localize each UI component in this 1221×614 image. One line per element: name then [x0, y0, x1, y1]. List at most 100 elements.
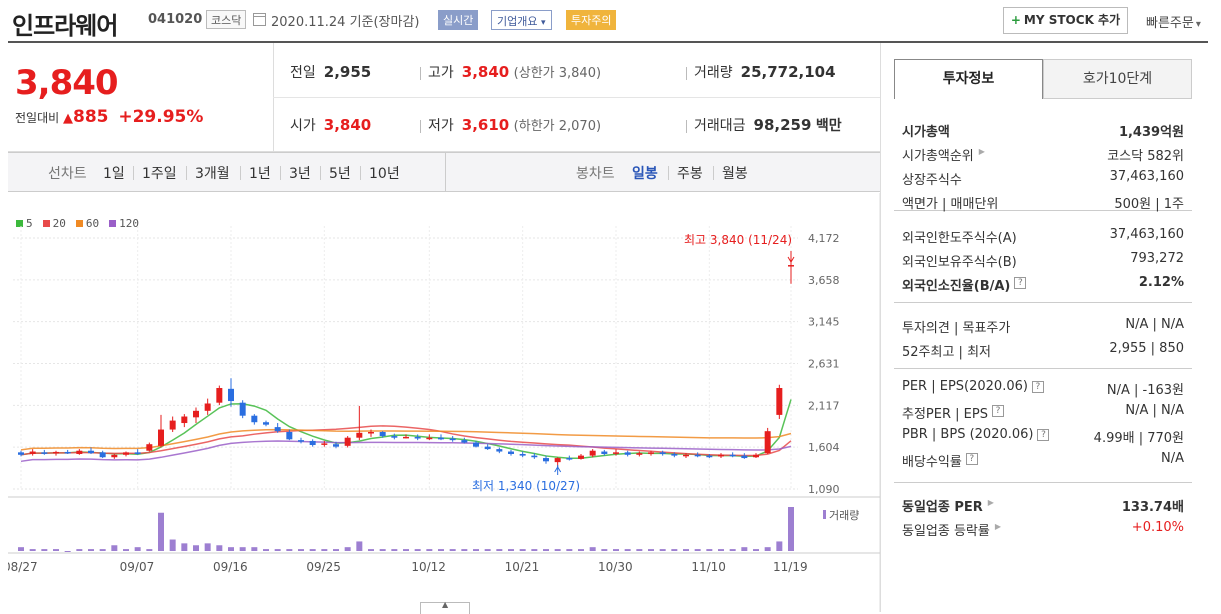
candle-body: [531, 455, 538, 458]
info-value: 133.74배: [1121, 500, 1184, 515]
volume-bar: [613, 549, 619, 551]
candle-body: [134, 452, 141, 454]
volume-bar: [519, 549, 526, 551]
volume-label: 거래량: [694, 65, 733, 81]
volume-bar: [706, 549, 713, 551]
market-badge: 코스닥: [206, 10, 247, 29]
candle-body: [239, 402, 246, 416]
candle-body: [344, 437, 351, 446]
volume-bar: [204, 543, 211, 551]
candle-body: [99, 452, 106, 458]
candle-body: [403, 436, 409, 439]
info-label: 상장주식수: [902, 173, 962, 188]
tab-weekly[interactable]: 주봉: [677, 166, 703, 182]
tab-3y[interactable]: 3년: [289, 166, 311, 182]
divider: [686, 120, 687, 133]
volume-bar: [543, 549, 549, 551]
x-tick-label: 09/25: [306, 560, 341, 574]
volume-bar: [228, 547, 234, 551]
tab-1y[interactable]: 1년: [249, 166, 271, 182]
info-value: 2,955 | 850: [1109, 341, 1184, 356]
volume-bar: [624, 549, 631, 551]
tab-1d[interactable]: 1일: [103, 166, 125, 182]
tab-10y[interactable]: 10년: [369, 166, 400, 182]
volume-bar: [88, 549, 94, 551]
volume-bar: [776, 541, 783, 551]
help-icon[interactable]: ?: [1031, 381, 1044, 393]
quick-order-button[interactable]: 빠른주문 ▾: [1146, 12, 1201, 31]
help-icon[interactable]: ?: [991, 405, 1004, 417]
quick-order-label: 빠른주문: [1146, 16, 1194, 31]
y-tick-label: 4,172: [808, 232, 840, 245]
chart-legend: 5 20 60 120: [16, 217, 149, 230]
candle-body: [274, 427, 281, 432]
candle-body: [753, 454, 759, 458]
volume-bar: [496, 549, 503, 551]
legend-swatch: [823, 510, 826, 519]
up-arrow-icon: [554, 466, 562, 473]
help-icon[interactable]: ?: [965, 453, 978, 465]
info-label: 외국인소진율(B/A): [902, 279, 1011, 294]
candle-body: [718, 454, 724, 457]
mystock-add-button[interactable]: + MY STOCK 추가: [1003, 7, 1128, 34]
candle-body: [624, 452, 631, 455]
chart-collapse-button[interactable]: ▲: [420, 600, 470, 614]
volume-bar: [18, 547, 24, 551]
info-label: 액면가 | 매매단위: [902, 197, 999, 212]
info-section: PER | EPS(2020.06)? N/A | -163원 추정PER | EP…: [894, 373, 1192, 483]
volume-bar: [298, 549, 304, 551]
diff-rate: +29.95%: [118, 107, 204, 127]
price-chart: 5 20 60 120 4,172 3,658 3,145 2,631 2,117 1,604 1…: [8, 193, 880, 612]
candle-body: [146, 444, 153, 451]
diff-label: 전일대비: [15, 111, 60, 125]
stock-header: 인프라웨어 041020 코스닥 2020.11.24 기준(장마감) 실시간 …: [0, 0, 1221, 43]
tab-1w[interactable]: 1주일: [142, 166, 177, 182]
tab-5y[interactable]: 5년: [329, 166, 351, 182]
help-icon[interactable]: ?: [1014, 277, 1027, 289]
candle-body: [764, 431, 771, 454]
company-overview-button[interactable]: 기업개요 ▾: [491, 10, 552, 30]
volume-bar: [379, 549, 386, 551]
info-label: 52주최고 | 최저: [902, 345, 991, 360]
volume-bar: [344, 547, 351, 551]
divider: [360, 166, 361, 180]
calendar-icon: [253, 13, 266, 26]
info-value: N/A: [1161, 451, 1184, 466]
volume-bar: [508, 549, 514, 551]
tab-investment-info[interactable]: 투자정보: [894, 59, 1043, 99]
info-value: 500원 | 1주: [1114, 197, 1184, 212]
y-tick-label: 2,117: [808, 399, 840, 412]
info-label: 배당수익률: [902, 455, 962, 470]
low-value: 3,610: [461, 116, 510, 134]
volume-bar: [263, 549, 269, 551]
divider: [713, 166, 714, 180]
candle-body: [414, 436, 421, 439]
candle-body: [566, 458, 573, 460]
realtime-button[interactable]: 실시간: [438, 10, 479, 30]
info-label: 외국인한도주식수(A): [902, 231, 1017, 246]
candle-body: [379, 431, 386, 437]
candle-body: [53, 451, 59, 454]
investment-warning-badge[interactable]: 투자주의: [566, 10, 617, 30]
tab-3m[interactable]: 3개월: [195, 166, 230, 182]
divider: [133, 166, 134, 180]
y-tick-label: 1,604: [808, 441, 840, 454]
volume-bar: [181, 543, 188, 551]
candle-body: [123, 452, 129, 455]
base-date: 2020.11.24 기준(장마감): [271, 15, 420, 30]
volume-bar: [683, 549, 689, 551]
candle-body: [729, 454, 736, 457]
tab-monthly[interactable]: 월봉: [722, 166, 748, 182]
volume-bar: [333, 549, 339, 551]
volume-bar: [484, 549, 491, 551]
tab-orderbook[interactable]: 호가10단계: [1043, 59, 1192, 99]
help-icon[interactable]: ?: [1037, 429, 1050, 441]
volume-bar: [636, 549, 643, 551]
legend-label: 20: [52, 217, 66, 230]
tab-daily[interactable]: 일봉: [632, 166, 658, 182]
chevron-right-icon: ▶: [994, 522, 1002, 531]
volume-bar: [391, 549, 398, 551]
volume-bar: [531, 549, 538, 551]
volume-bar: [729, 549, 736, 551]
y-tick-label: 2,631: [808, 358, 840, 371]
